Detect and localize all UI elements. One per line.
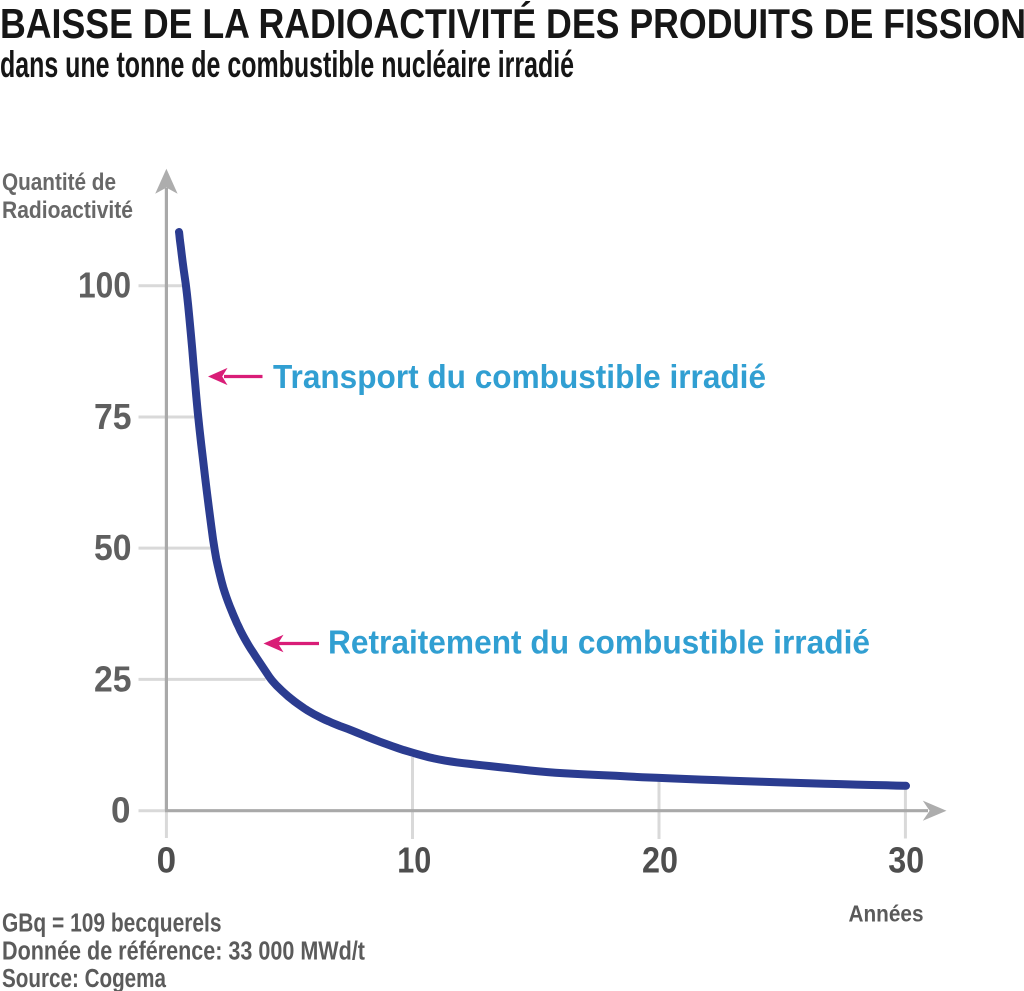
- svg-text:30: 30: [888, 840, 924, 881]
- svg-text:Années: Années: [849, 900, 924, 926]
- svg-text:20: 20: [642, 840, 678, 881]
- svg-text:dans une tonne de combustible: dans une tonne de combustible nucléaire …: [0, 44, 574, 85]
- svg-text:75: 75: [94, 396, 132, 437]
- svg-text:10: 10: [397, 840, 431, 881]
- svg-text:GBq = 109 becquerels: GBq = 109 becquerels: [2, 910, 222, 938]
- svg-text:25: 25: [94, 658, 132, 699]
- svg-text:BAISSE DE LA RADIOACTIVITÉ DES: BAISSE DE LA RADIOACTIVITÉ DES PRODUITS …: [0, 0, 1024, 47]
- svg-text:Retraitement du combustible ir: Retraitement du combustible irradié: [328, 624, 870, 661]
- svg-text:Radioactivité: Radioactivité: [2, 197, 133, 224]
- svg-text:Donnée de référence: 33 000 MW: Donnée de référence: 33 000 MWd/t: [2, 937, 365, 965]
- svg-text:Quantité de: Quantité de: [2, 169, 116, 196]
- svg-text:Source: Cogema: Source: Cogema: [2, 965, 167, 991]
- svg-text:0: 0: [111, 790, 131, 831]
- svg-text:Transport du combustible irrad: Transport du combustible irradié: [273, 359, 766, 396]
- svg-text:0: 0: [157, 840, 177, 881]
- svg-text:100: 100: [78, 265, 131, 306]
- svg-text:50: 50: [94, 527, 132, 568]
